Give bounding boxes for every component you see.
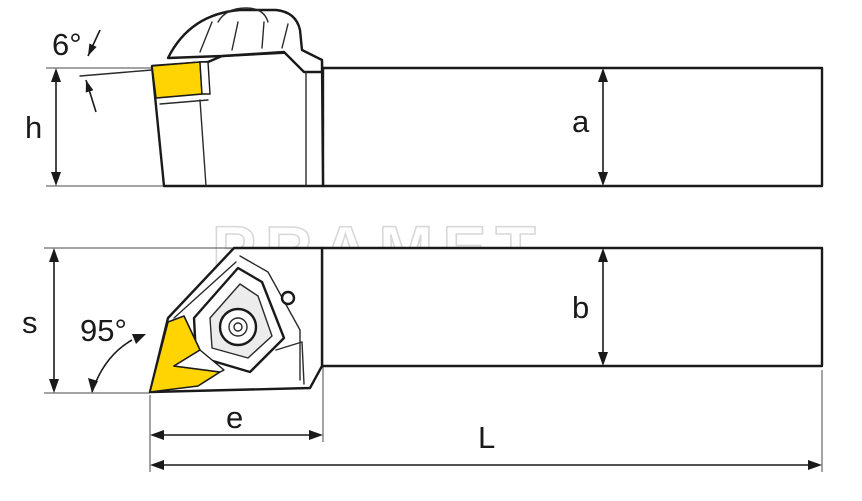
side-view-clamp-recess-outline <box>209 283 273 359</box>
e-dimension-label: e <box>226 400 243 435</box>
side-view-insert-notch <box>173 349 225 373</box>
s-dimension-arrow-top <box>49 248 59 262</box>
lead-angle-label: 95° <box>80 313 127 348</box>
h-dimension-label: h <box>25 110 42 145</box>
b-dimension-label: b <box>572 290 589 325</box>
top-view-clamp-edge-3 <box>261 21 265 49</box>
a-dimension-arrow-bottom <box>598 172 608 186</box>
top-view-internal-line <box>199 99 207 187</box>
e-dimension-arrow-left <box>150 430 164 440</box>
a-dimension-arrow-top <box>598 68 608 82</box>
side-view-pin <box>280 290 296 306</box>
top-view-clamp-edge-4 <box>281 23 289 49</box>
L-dimension-arrow-left <box>150 460 164 470</box>
h-dimension-arrow-bottom <box>51 172 61 186</box>
L-dimension-label: L <box>478 420 495 455</box>
a-dimension-label: a <box>572 104 590 139</box>
rake-angle-reference-line <box>79 69 153 77</box>
top-view-clamp-edge-2 <box>231 21 239 51</box>
h-dimension-arrow-top <box>51 68 61 82</box>
top-view: 6° h a <box>25 7 824 188</box>
top-view-shank <box>321 66 824 188</box>
s-dimension-arrow-bottom <box>49 379 59 393</box>
top-view-clamp <box>166 8 324 74</box>
L-dimension-arrow-right <box>808 460 822 470</box>
e-dimension-arrow-right <box>309 430 323 440</box>
b-dimension-arrow-top <box>598 248 608 262</box>
b-dimension-arrow-bottom <box>598 352 608 366</box>
rake-angle-arrow-top <box>87 29 101 57</box>
side-view-head-chamfer <box>173 261 237 319</box>
lead-angle-arrow-top <box>132 334 146 344</box>
top-view-insert <box>151 61 203 99</box>
side-view-shank <box>320 246 824 368</box>
clamp-screw-center <box>233 322 243 332</box>
clamp-screw-socket <box>228 317 248 337</box>
top-view-shim-line <box>159 99 209 105</box>
s-dimension-label: s <box>22 305 38 340</box>
top-view-clamp-edge-1 <box>199 21 213 53</box>
top-view-insert-seat <box>199 61 211 95</box>
top-view-clamp-screw <box>217 7 269 23</box>
lead-angle-arrow-bottom <box>88 378 98 393</box>
clamp-screw-head <box>218 307 258 347</box>
side-view: 95° s b e L <box>22 246 824 472</box>
rake-angle-label: 6° <box>52 27 82 62</box>
side-view-support-block <box>275 341 305 385</box>
rake-angle-arrow-bottom <box>85 79 97 113</box>
